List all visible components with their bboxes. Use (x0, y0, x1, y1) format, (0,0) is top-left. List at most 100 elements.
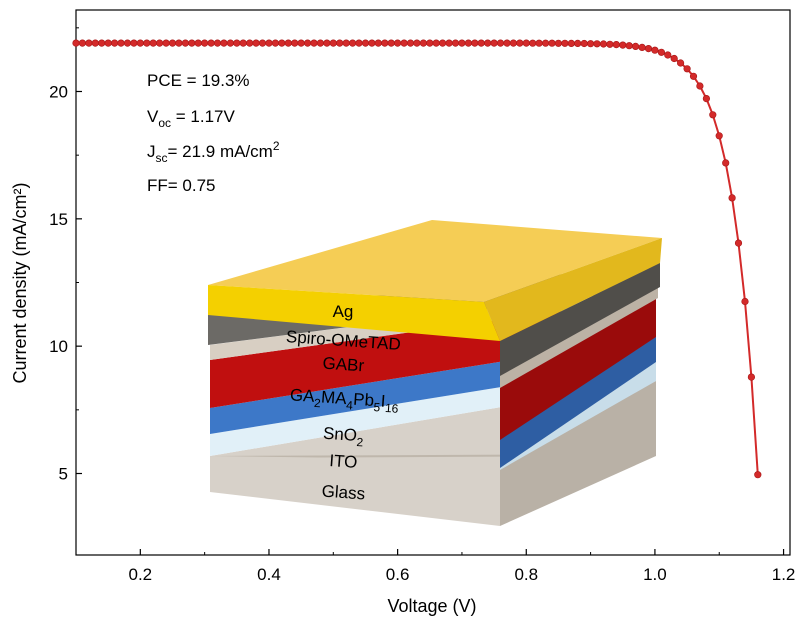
jv-data-point (258, 39, 267, 47)
jv-data-point (439, 39, 447, 47)
jv-data-point (451, 39, 460, 47)
jv-data-point (342, 39, 350, 47)
perovskite-sub: 4 (346, 398, 354, 412)
jv-data-point (541, 39, 550, 47)
jv-data-point (535, 39, 543, 47)
jv-data-point (471, 39, 479, 47)
layer-sno2-side (500, 337, 656, 468)
jv-data-point (336, 39, 344, 47)
jv-data-point (503, 39, 511, 47)
jv-data-point (310, 39, 318, 47)
voc-sub: oc (158, 116, 171, 130)
jv-data-point (567, 39, 575, 48)
jv-data-point (188, 39, 196, 47)
perovskite-sub: 16 (384, 401, 399, 416)
jv-data-point (149, 39, 157, 47)
x-tick-label: 1.2 (772, 565, 796, 584)
jv-data-point (175, 39, 183, 47)
jv-data-point (522, 39, 530, 47)
jv-data-point (368, 39, 376, 47)
jv-data-point (387, 39, 395, 47)
jv-data-point (715, 132, 723, 140)
jv-data-point (110, 39, 119, 47)
x-tick-labels: 0.2 0.4 0.6 0.8 1.0 1.2 (129, 565, 796, 584)
jv-data-point (586, 40, 595, 48)
perovskite-base: I (380, 392, 386, 411)
jv-data-point (477, 39, 485, 47)
perovskite-base: Pb (353, 390, 375, 410)
jv-data-point (625, 42, 633, 50)
layer-glass-side (500, 381, 656, 526)
jv-data-point (304, 39, 312, 47)
jv-data-point (432, 39, 440, 47)
jv-data-point (574, 39, 582, 48)
jv-data-point (130, 39, 138, 47)
jv-data-point (419, 39, 428, 47)
jv-data-point (78, 39, 86, 47)
jv-series (72, 39, 762, 479)
jv-data-point (265, 39, 273, 47)
jv-data-point (599, 40, 608, 48)
jv-data-point (754, 471, 762, 479)
jv-data-point (413, 39, 421, 47)
jv-data-point (98, 39, 106, 47)
voc-rest: = 1.17V (171, 107, 235, 126)
jv-data-point (580, 39, 588, 48)
jv-data-point (349, 39, 357, 47)
jv-data-point (593, 40, 601, 48)
layer-ag-side (484, 238, 662, 341)
jv-data-point (361, 39, 370, 47)
jv-data-point (445, 39, 453, 47)
jv-data-point (284, 39, 292, 47)
device-stack: Ag Spiro-OMeTAD GABr GA2MA4Pb5I16 SnO2 I… (208, 220, 662, 526)
jv-data-point (123, 39, 132, 47)
x-tick-label: 1.0 (643, 565, 667, 584)
layer-ag-top (208, 220, 662, 302)
y-tick-label: 20 (49, 82, 68, 101)
jv-data-point (323, 39, 331, 47)
jv-data-point (143, 39, 151, 47)
jv-data-point (696, 82, 704, 90)
layer-label-ag: Ag (333, 302, 354, 321)
jv-data-point (400, 39, 408, 47)
jv-data-point (651, 46, 659, 54)
perovskite-sub: 2 (314, 396, 322, 410)
jv-data-point (644, 44, 653, 53)
y-tick-label: 15 (49, 210, 68, 229)
jv-data-point (458, 39, 466, 47)
jv-data-point (657, 48, 666, 56)
jv-data-point (612, 40, 620, 49)
jv-data-point (722, 159, 730, 167)
jv-data-point (561, 39, 569, 47)
jv-data-point (381, 39, 389, 47)
axis-ticks (75, 27, 785, 555)
jv-data-point (104, 39, 112, 47)
layer-label-sno2: SnO2 (322, 424, 365, 450)
jv-data-point (426, 39, 434, 47)
jv-data-point (676, 59, 685, 67)
sno2-sub: 2 (356, 435, 364, 449)
jv-data-point (394, 39, 402, 47)
layer-label-glass: Glass (321, 482, 366, 504)
jv-data-point (194, 39, 202, 47)
jv-data-point (747, 373, 756, 381)
jv-data-point (252, 39, 260, 47)
layer-spiro-side (500, 263, 660, 376)
layer-label-ito: ITO (329, 451, 358, 472)
jv-data-point (329, 39, 337, 47)
layer-label-gabr: GABr (322, 354, 365, 376)
y-tick-labels: 5 10 15 20 (49, 82, 68, 483)
jv-data-point (728, 194, 736, 202)
layer-label-perovskite: GA2MA4Pb5I16 (289, 385, 400, 416)
voc-annotation: Voc = 1.17V (147, 107, 235, 130)
jv-data-point (741, 297, 749, 306)
y-axis-title: Current density (mA/cm²) (10, 182, 30, 383)
x-tick-label: 0.4 (257, 565, 281, 584)
jv-data-point (709, 111, 717, 119)
jv-data-point (201, 39, 209, 47)
x-axis-title: Voltage (V) (387, 596, 476, 616)
jv-data-point (734, 239, 743, 247)
jsc-base: J (147, 142, 156, 161)
ff-annotation: FF= 0.75 (147, 176, 216, 195)
